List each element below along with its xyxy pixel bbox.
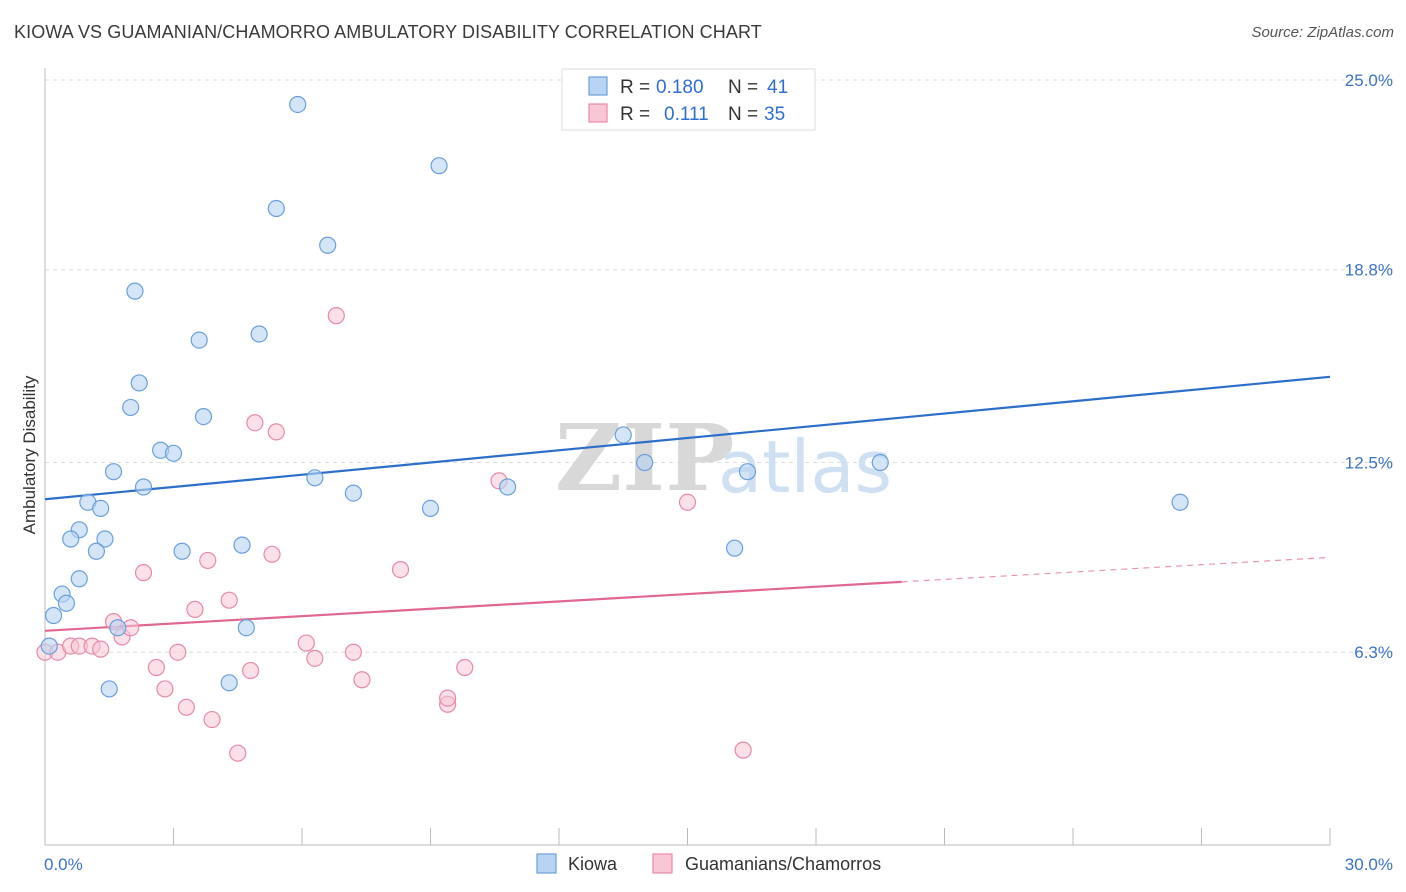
guam-legend-swatch <box>588 103 608 123</box>
kiowa-n-label: N = <box>728 77 758 98</box>
kiowa-point <box>70 570 88 588</box>
kiowa-bottom-swatch <box>536 853 557 874</box>
stats-legend: R = 0.180 N = 41 R = 0.111 N = 35 <box>561 68 816 131</box>
kiowa-point <box>130 374 148 392</box>
y-axis-label: Ambulatory Disability <box>20 375 39 534</box>
axes <box>44 68 1331 846</box>
chart-title: KIOWA VS GUAMANIAN/CHAMORRO AMBULATORY D… <box>14 22 762 42</box>
kiowa-point <box>319 236 337 254</box>
kiowa-r-label: R = <box>620 77 650 98</box>
kiowa-point <box>738 463 757 481</box>
kiowa-point <box>250 325 268 343</box>
y-tick-label: 25.0% <box>1345 71 1393 90</box>
kiowa-point <box>134 478 153 496</box>
kiowa-r-value: 0.180 <box>656 77 704 98</box>
guam-point <box>678 493 697 511</box>
guam-r-value: 0.111 <box>664 104 709 125</box>
guam-point <box>391 560 410 579</box>
guam-point <box>439 689 457 707</box>
kiowa-n-value: 41 <box>767 77 788 98</box>
guam-point <box>229 744 247 762</box>
watermark: ZIP atlas <box>555 404 892 512</box>
guam-point <box>353 671 371 689</box>
guam-point <box>203 710 221 729</box>
guam-point <box>267 423 285 441</box>
guam-trend-line <box>44 580 902 632</box>
kiowa-point <box>92 499 110 517</box>
y-tick-label: 6.3% <box>1354 643 1393 662</box>
kiowa-point <box>62 530 80 548</box>
kiowa-bottom-label: Kiowa <box>568 854 618 874</box>
kiowa-point <box>87 542 106 560</box>
source-label: Source: ZipAtlas.com <box>1251 24 1394 41</box>
y-tick-label: 12.5% <box>1345 454 1393 473</box>
y-tick-label: 18.8% <box>1345 261 1393 280</box>
guam-point <box>734 741 752 759</box>
kiowa-point <box>194 408 213 426</box>
guam-point <box>169 643 187 661</box>
kiowa-point <box>96 530 114 548</box>
kiowa-point <box>430 157 448 175</box>
trend-lines <box>44 375 1331 632</box>
guam-point <box>199 551 217 570</box>
kiowa-point <box>126 282 144 300</box>
guam-point <box>263 545 281 563</box>
kiowa-point <box>122 398 140 417</box>
kiowa-point <box>1171 493 1189 511</box>
guam-point <box>186 600 204 618</box>
guam-points <box>36 307 752 762</box>
guam-point <box>456 658 474 677</box>
kiowa-point <box>220 674 238 692</box>
kiowa-trend-line <box>44 375 1331 501</box>
guam-point <box>246 414 264 432</box>
kiowa-point <box>233 536 251 554</box>
guam-n-label: N = <box>728 104 758 125</box>
kiowa-point <box>190 331 208 349</box>
guam-n-value: 35 <box>764 104 785 125</box>
kiowa-point <box>344 484 362 502</box>
kiowa-point <box>164 444 183 462</box>
kiowa-points <box>40 95 1189 698</box>
guam-point <box>147 658 165 677</box>
guam-point <box>92 640 110 658</box>
guam-point <box>134 564 153 582</box>
guam-point <box>177 698 195 716</box>
kiowa-point <box>306 469 324 487</box>
guam-point <box>344 643 362 661</box>
grid-lines <box>45 79 1395 653</box>
kiowa-point <box>499 478 517 496</box>
x-tick-labels: 0.0% 30.0% <box>44 855 1393 874</box>
guam-r-label: R = <box>620 104 650 125</box>
kiowa-point <box>871 453 889 472</box>
kiowa-point <box>237 619 255 637</box>
guam-bottom-swatch <box>652 853 673 874</box>
series-legend: Kiowa Guamanians/Chamorros <box>536 853 881 874</box>
kiowa-point <box>173 542 191 560</box>
kiowa-point <box>57 594 76 612</box>
y-tick-labels: 6.3% 12.5% 18.8% 25.0% <box>1345 71 1393 662</box>
guam-bottom-label: Guamanians/Chamorros <box>685 854 881 874</box>
x-tick-label: 0.0% <box>44 855 83 874</box>
kiowa-point <box>44 606 63 625</box>
kiowa-point <box>104 463 123 481</box>
guam-point <box>306 649 324 667</box>
kiowa-point <box>267 199 285 218</box>
kiowa-point <box>109 619 127 637</box>
kiowa-point <box>636 453 654 472</box>
guam-point <box>297 634 315 652</box>
kiowa-point <box>100 680 118 698</box>
kiowa-point <box>726 539 744 557</box>
kiowa-point <box>289 95 307 114</box>
guam-point <box>220 591 238 609</box>
guam-point <box>327 307 345 325</box>
kiowa-point <box>421 499 440 517</box>
kiowa-legend-swatch <box>588 76 608 96</box>
guam-point <box>156 680 174 698</box>
x-tick-label: 30.0% <box>1345 855 1393 874</box>
kiowa-point <box>614 426 632 444</box>
guam-point <box>242 661 260 680</box>
kiowa-point <box>40 637 58 655</box>
guam-trend-extension <box>901 556 1331 583</box>
